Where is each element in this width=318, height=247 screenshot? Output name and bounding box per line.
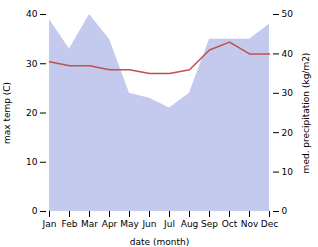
svg-text:Apr: Apr <box>102 219 118 229</box>
svg-text:20: 20 <box>26 108 38 118</box>
svg-text:10: 10 <box>282 167 294 177</box>
svg-text:May: May <box>120 219 139 229</box>
svg-text:med. precipitation (kg/m2): med. precipitation (kg/m2) <box>301 53 311 174</box>
svg-text:30: 30 <box>282 88 294 98</box>
svg-text:Aug: Aug <box>181 219 199 229</box>
svg-text:0: 0 <box>282 206 288 216</box>
svg-text:40: 40 <box>282 49 294 59</box>
svg-text:Jul: Jul <box>163 219 175 229</box>
svg-text:30: 30 <box>26 59 38 69</box>
svg-text:0: 0 <box>32 206 38 216</box>
svg-text:date (month): date (month) <box>130 237 189 247</box>
svg-text:Dec: Dec <box>261 219 278 229</box>
svg-text:Nov: Nov <box>241 219 259 229</box>
svg-text:Jan: Jan <box>42 219 57 229</box>
svg-text:Sep: Sep <box>201 219 218 229</box>
svg-text:50: 50 <box>282 9 294 19</box>
svg-text:Feb: Feb <box>62 219 78 229</box>
svg-text:20: 20 <box>282 128 294 138</box>
svg-text:Oct: Oct <box>222 219 238 229</box>
svg-text:10: 10 <box>26 157 38 167</box>
svg-text:40: 40 <box>26 9 38 19</box>
svg-text:max temp (C): max temp (C) <box>2 82 12 144</box>
svg-text:Jun: Jun <box>141 219 156 229</box>
svg-text:Mar: Mar <box>81 219 98 229</box>
